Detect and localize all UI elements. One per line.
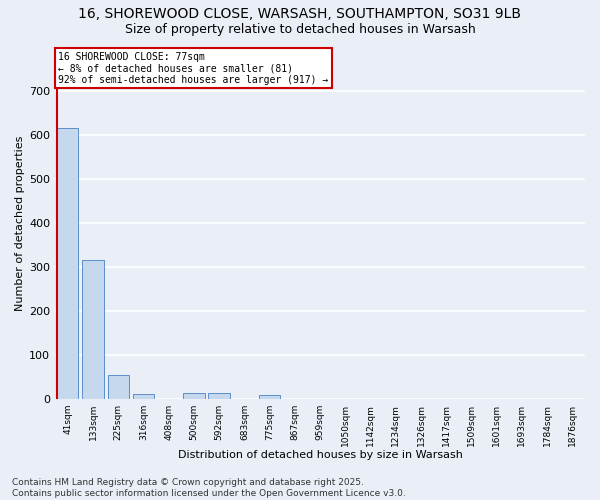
Bar: [208, 392, 230, 399]
X-axis label: Distribution of detached houses by size in Warsash: Distribution of detached houses by size …: [178, 450, 463, 460]
Text: 16, SHOREWOOD CLOSE, WARSASH, SOUTHAMPTON, SO31 9LB: 16, SHOREWOOD CLOSE, WARSASH, SOUTHAMPTO…: [79, 8, 521, 22]
Bar: [107, 374, 129, 399]
Text: Size of property relative to detached houses in Warsash: Size of property relative to detached ho…: [125, 22, 475, 36]
Bar: [133, 394, 154, 399]
Bar: [183, 393, 205, 399]
Bar: [57, 128, 79, 399]
Y-axis label: Number of detached properties: Number of detached properties: [15, 136, 25, 311]
Bar: [82, 260, 104, 399]
Text: Contains HM Land Registry data © Crown copyright and database right 2025.
Contai: Contains HM Land Registry data © Crown c…: [12, 478, 406, 498]
Text: 16 SHOREWOOD CLOSE: 77sqm
← 8% of detached houses are smaller (81)
92% of semi-d: 16 SHOREWOOD CLOSE: 77sqm ← 8% of detach…: [58, 52, 328, 85]
Bar: [259, 396, 280, 399]
